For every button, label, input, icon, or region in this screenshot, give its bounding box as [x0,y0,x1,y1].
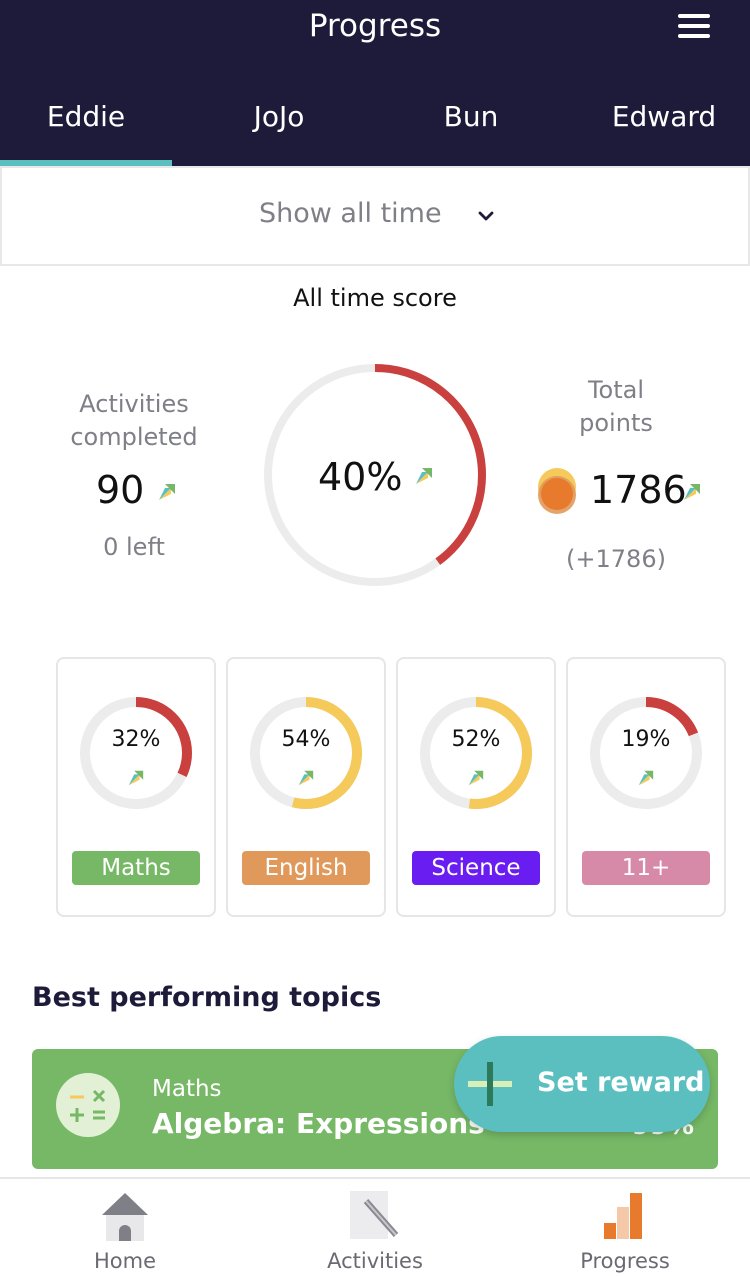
subject-percent: 32% [111,727,161,752]
subject-card-english[interactable]: 54% English [226,657,386,917]
subject-progress-ring [80,697,192,809]
tab-edward[interactable]: Edward [611,100,717,133]
points-label-line2: points [579,409,653,437]
subject-tag: English [242,851,370,885]
subject-card-maths[interactable]: 32% Maths [56,657,216,917]
activities-label-line1: Activities [79,390,189,418]
points-value: 1786 [590,468,687,512]
nav-item-progress[interactable]: Progress [500,1179,750,1276]
trend-arrow-icon [638,770,654,786]
subject-percent: 54% [281,727,331,752]
nav-label-progress: Progress [580,1249,670,1273]
child-tabs: Eddie JoJo Bun Edward [0,95,750,166]
pencil-paper-icon [350,1191,399,1239]
overall-score-ring [264,364,486,586]
trend-arrow-icon [298,770,314,786]
trend-arrow-icon [159,484,175,500]
subject-card-science[interactable]: 52% Science [396,657,556,917]
topic-subject: Maths [152,1076,222,1102]
subject-card-11-plus[interactable]: 19% 11+ [566,657,726,917]
subject-progress-ring [250,697,362,809]
nav-label-activities: Activities [327,1249,423,1273]
maths-symbols-icon [56,1073,120,1137]
tab-bun[interactable]: Bun [443,100,499,133]
best-topics-title: Best performing topics [32,982,382,1013]
nav-label-home: Home [93,1249,156,1273]
set-reward-label: Set reward [537,1067,705,1098]
subject-tag: 11+ [582,851,710,885]
trend-arrow-icon [684,484,700,500]
nav-item-activities[interactable]: Activities [250,1179,500,1276]
activities-label-line2: completed [70,423,198,451]
subject-tag: Maths [72,851,200,885]
subject-percent: 19% [621,727,671,752]
points-label: Total points [526,374,706,440]
chevron-down-icon [478,211,494,221]
trend-arrow-icon [468,770,484,786]
time-filter-dropdown[interactable]: Show all time [0,166,750,266]
activities-value: 90 [96,468,145,512]
subject-progress-ring [590,697,702,809]
overall-percent: 40% [318,455,403,499]
trend-arrow-icon [128,770,144,786]
set-reward-button[interactable]: Set reward [454,1036,710,1132]
subject-percent: 52% [451,727,501,752]
coin-icon [538,468,576,514]
points-label-line1: Total [587,376,645,404]
hamburger-menu-icon[interactable] [678,14,710,38]
nav-item-home[interactable]: Home [0,1179,250,1276]
score-section-title: All time score [293,284,457,308]
time-filter-label: Show all time [259,198,442,229]
points-change: (+1786) [566,545,666,573]
activities-label: Activities completed [44,388,224,454]
tab-jojo[interactable]: JoJo [253,100,305,133]
tab-eddie[interactable]: Eddie [46,100,126,133]
topic-name: Algebra: Expressions [152,1107,485,1140]
bottom-navigation: Home Activities Progress [0,1177,750,1276]
bar-chart-icon [604,1193,642,1239]
page-title: Progress [308,8,442,44]
subject-progress-ring [420,697,532,809]
subject-tag: Science [412,851,540,885]
plus-icon [468,1062,512,1106]
active-tab-indicator [0,160,172,166]
home-icon [102,1193,148,1241]
trend-arrow-icon [416,468,432,484]
app-header: Progress Eddie JoJo Bun Edward [0,0,750,166]
activities-left: 0 left [103,533,165,561]
